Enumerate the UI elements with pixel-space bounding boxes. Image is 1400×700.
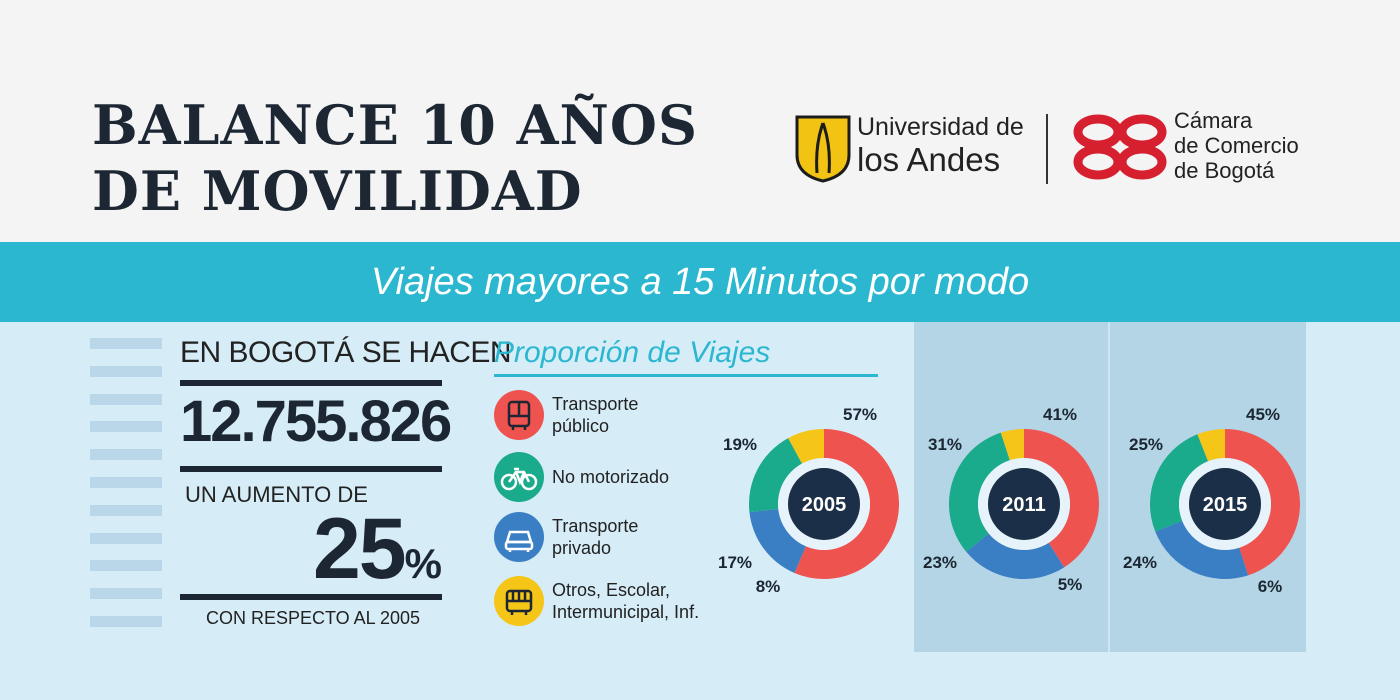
panel-gap <box>1108 322 1110 652</box>
uandes-logo: Universidad de los Andes <box>795 112 1035 187</box>
divider-rule <box>180 466 442 472</box>
legend-label: No motorizado <box>552 467 670 487</box>
decorative-stripe <box>90 421 162 433</box>
decorative-stripe <box>90 365 162 377</box>
legend-label: Otros, Escolar, Intermunicipal, Inf. <box>552 580 700 622</box>
stat-label-reference: CON RESPECTO AL 2005 <box>205 608 421 628</box>
section-banner: Viajes mayores a 15 Minutos por modo <box>0 242 1400 322</box>
stat-label-trips: EN BOGOTÁ SE HACEN <box>180 336 512 369</box>
donut-percent-label: 45% <box>1246 405 1280 424</box>
decorative-stripe <box>90 560 162 572</box>
donut-slice <box>949 432 1010 552</box>
donut-slice <box>749 508 806 573</box>
decorative-stripe <box>90 477 162 488</box>
donut-slice <box>1024 429 1100 568</box>
header: BALANCE 10 AÑOS DE MOVILIDAD Universidad… <box>0 0 1400 242</box>
donut-percent-label: 6% <box>1258 577 1283 596</box>
donut-slice <box>966 533 1065 579</box>
page-title: BALANCE 10 AÑOS DE MOVILIDAD <box>92 92 698 224</box>
ccb-rings-icon <box>1073 114 1167 180</box>
donut-percent-label: 41% <box>1043 405 1077 424</box>
legend-label: Transporte privado <box>552 516 639 558</box>
donut-slice <box>1225 429 1300 576</box>
legend-divider <box>494 374 878 377</box>
uandes-line-2: los Andes <box>857 141 1001 178</box>
decorative-stripe <box>90 449 162 461</box>
donut-slice <box>1155 520 1249 579</box>
uandes-line-1: Universidad de <box>857 113 1024 141</box>
divider-rule <box>180 380 442 386</box>
car-icon <box>494 512 544 562</box>
legend-item-public-transport: Transporte público <box>494 390 724 446</box>
legend-label: Transporte público <box>552 394 639 436</box>
decorative-stripe <box>90 338 162 349</box>
school-bus-icon <box>494 576 544 626</box>
increase-symbol: % <box>404 540 442 587</box>
decorative-stripe <box>90 393 162 405</box>
donut-slice <box>1197 429 1225 462</box>
donut-slice <box>1150 434 1209 532</box>
ccb-line-2: de Comercio <box>1174 133 1299 158</box>
donut-percent-label: 17% <box>718 553 752 572</box>
donut-year-label: 2005 <box>802 494 847 516</box>
donut-charts: 2005 57% 17% 19% 8% 2011 41% 23% 31% 5% 2015 45% 24%… <box>718 405 1300 596</box>
title-line-1: BALANCE 10 AÑOS <box>92 93 698 157</box>
donut-percent-label: 8% <box>756 577 781 596</box>
ccb-line-3: de Bogotá <box>1174 158 1275 183</box>
ccb-line-1: Cámara <box>1174 108 1253 133</box>
logo-divider <box>1046 114 1048 184</box>
donut-center <box>988 468 1060 540</box>
donut-percent-label: 31% <box>928 435 962 454</box>
bus-icon <box>494 390 544 440</box>
decorative-stripe <box>90 616 162 627</box>
uandes-logo-text: Universidad de los Andes <box>857 112 1024 178</box>
donut-year-label: 2011 <box>1002 494 1045 516</box>
bicycle-icon <box>494 452 544 502</box>
legend-title: Proporción de Viajes <box>494 336 771 369</box>
decorative-stripe <box>90 588 162 600</box>
increase-value: 25% <box>180 500 442 599</box>
stat-label-increase: UN AUMENTO DE <box>185 482 368 507</box>
decorative-stripe <box>90 532 162 544</box>
legend-item-non-motorized: No motorizado <box>494 452 724 508</box>
donut-percent-label: 24% <box>1123 553 1157 572</box>
legend-item-other: Otros, Escolar, Intermunicipal, Inf. <box>494 576 724 632</box>
uandes-shield-icon <box>795 115 851 183</box>
donut-center <box>788 468 860 540</box>
donut-percent-label: 5% <box>1058 575 1083 594</box>
ccb-logo: Cámara de Comercio de Bogotá <box>1072 108 1332 188</box>
donut-slice <box>788 429 824 464</box>
title-line-2: DE MOVILIDAD <box>92 159 583 223</box>
banner-title: Viajes mayores a 15 Minutos por modo <box>370 261 1030 303</box>
ccb-logo-text: Cámara de Comercio de Bogotá <box>1174 108 1299 183</box>
donut-year-label: 2015 <box>1203 494 1248 516</box>
total-trips-value: 12.755.826 <box>180 389 452 454</box>
donut-slice <box>794 429 899 579</box>
donut-percent-label: 57% <box>843 405 877 424</box>
donut-center <box>1189 468 1261 540</box>
divider-rule <box>180 594 442 600</box>
donut-percent-label: 23% <box>923 553 957 572</box>
donut-percent-label: 25% <box>1129 435 1163 454</box>
decorative-stripe <box>90 504 162 516</box>
donut-slice <box>749 438 803 513</box>
donut-percent-label: 19% <box>723 435 757 454</box>
donut-slice <box>1000 429 1024 461</box>
legend-item-private-transport: Transporte privado <box>494 512 724 568</box>
increase-number: 25 <box>312 501 407 597</box>
